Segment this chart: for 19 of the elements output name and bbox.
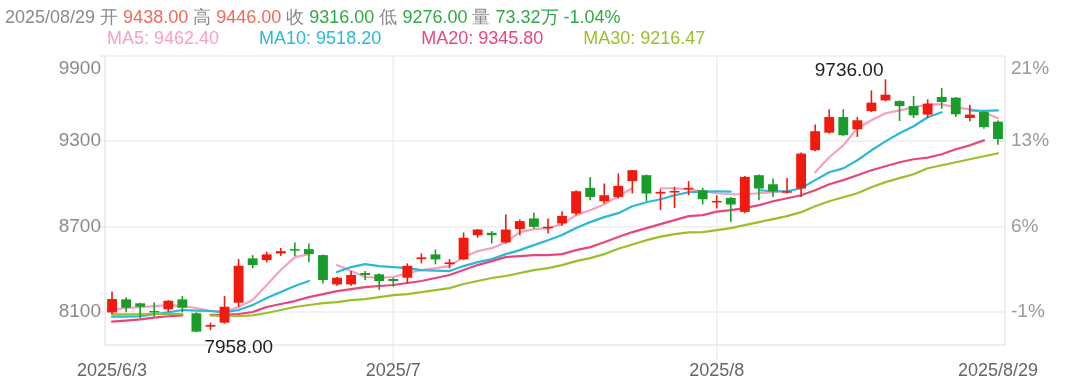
text: MA10: 9518.20 (259, 28, 382, 48)
text: MA20: 9345.80 (421, 28, 544, 48)
chart-title: 2025/08/29 开 9438.00 高 9446.00 收 9316.00 低 9276.00 量 73.32万 -1.04% (5, 7, 621, 27)
x-tick-label: 2025/7 (365, 360, 421, 380)
x-tick-label: 2025/8/29 (957, 360, 1039, 380)
y2-tick-label: -1% (1011, 300, 1045, 322)
x-tick-label: 2025/6/3 (76, 360, 148, 380)
y2-tick-label: 13% (1011, 129, 1050, 151)
y2-tick-label: 6% (1011, 214, 1039, 236)
y-tick-label: 8700 (58, 214, 101, 236)
annotation: 9736.00 (814, 59, 884, 81)
y-tick-label: 8100 (58, 300, 101, 322)
y2-tick-label: 21% (1011, 57, 1050, 79)
text: MA30: 9216.47 (583, 28, 706, 48)
text: MA5: 9462.40 (107, 28, 220, 48)
x-tick-label: 2025/8 (689, 360, 745, 380)
y-tick-label: 9900 (58, 57, 101, 79)
annotation: 7958.00 (204, 336, 274, 358)
y-tick-label: 9300 (58, 129, 101, 151)
